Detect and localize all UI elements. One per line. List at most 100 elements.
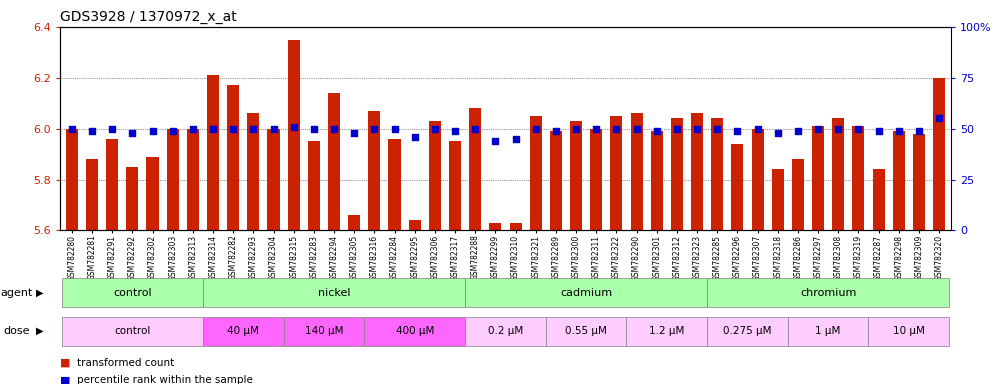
Bar <box>833 119 845 230</box>
Bar <box>711 119 723 230</box>
Point <box>548 127 564 134</box>
Bar <box>510 223 522 230</box>
Point <box>326 126 342 132</box>
Bar <box>207 75 219 230</box>
Bar <box>550 131 562 230</box>
Point <box>790 127 806 134</box>
Point <box>487 138 503 144</box>
Bar <box>626 316 707 346</box>
Bar <box>247 113 259 230</box>
Bar <box>62 278 203 308</box>
Bar <box>853 126 865 230</box>
Bar <box>469 108 481 230</box>
Bar <box>465 278 707 308</box>
Point <box>64 126 80 132</box>
Text: 10 μM: 10 μM <box>892 326 924 336</box>
Bar <box>892 131 904 230</box>
Text: 400 μM: 400 μM <box>395 326 434 336</box>
Point <box>628 126 644 132</box>
Point <box>871 127 886 134</box>
Bar <box>86 159 98 230</box>
Bar <box>203 278 465 308</box>
Point <box>144 127 160 134</box>
Point <box>266 126 282 132</box>
Bar <box>772 169 784 230</box>
Text: dose: dose <box>3 326 30 336</box>
Point <box>689 126 705 132</box>
Point <box>406 134 422 140</box>
Point <box>347 130 363 136</box>
Point <box>245 126 261 132</box>
Bar <box>268 129 280 230</box>
Bar <box>707 316 788 346</box>
Text: 0.2 μM: 0.2 μM <box>488 326 523 336</box>
Bar <box>707 278 949 308</box>
Bar <box>146 157 158 230</box>
Bar <box>288 40 300 230</box>
Point <box>648 127 664 134</box>
Bar <box>107 139 119 230</box>
Bar <box>530 116 542 230</box>
Text: ■: ■ <box>60 358 71 368</box>
Bar <box>284 316 365 346</box>
Bar <box>788 316 869 346</box>
Bar <box>812 126 824 230</box>
Bar <box>187 129 199 230</box>
Bar <box>328 93 340 230</box>
Text: nickel: nickel <box>318 288 351 298</box>
Bar <box>166 129 178 230</box>
Bar <box>203 316 284 346</box>
Bar <box>611 116 622 230</box>
Bar <box>388 139 400 230</box>
Point <box>205 126 221 132</box>
Point <box>367 126 382 132</box>
Bar <box>227 85 239 230</box>
Bar <box>369 111 380 230</box>
Text: agent: agent <box>0 288 33 298</box>
Text: control: control <box>115 326 150 336</box>
Point <box>810 126 826 132</box>
Point <box>427 126 443 132</box>
Bar <box>872 169 884 230</box>
Text: 0.55 μM: 0.55 μM <box>565 326 608 336</box>
Bar <box>650 131 662 230</box>
Bar <box>591 129 603 230</box>
Point <box>568 126 584 132</box>
Bar <box>126 167 138 230</box>
Point <box>306 126 322 132</box>
Bar <box>691 113 703 230</box>
Bar <box>546 316 626 346</box>
Point <box>105 126 121 132</box>
Bar <box>630 113 642 230</box>
Bar <box>671 119 683 230</box>
Text: 1 μM: 1 μM <box>816 326 841 336</box>
Bar <box>449 141 461 230</box>
Text: 40 μM: 40 μM <box>227 326 259 336</box>
Point <box>831 126 847 132</box>
Point <box>890 127 906 134</box>
Bar <box>489 223 501 230</box>
Point <box>286 124 302 130</box>
Point <box>124 130 140 136</box>
Bar <box>308 141 320 230</box>
Bar <box>408 220 420 230</box>
Bar <box>349 215 361 230</box>
Point <box>589 126 605 132</box>
Bar <box>465 316 546 346</box>
Bar <box>570 121 582 230</box>
Bar <box>365 316 465 346</box>
Point <box>386 126 402 132</box>
Bar <box>933 78 945 230</box>
Point <box>84 127 100 134</box>
Point <box>729 127 745 134</box>
Bar <box>792 159 804 230</box>
Point <box>770 130 786 136</box>
Point <box>709 126 725 132</box>
Point <box>164 127 180 134</box>
Bar <box>869 316 949 346</box>
Text: transformed count: transformed count <box>77 358 174 368</box>
Text: ▶: ▶ <box>36 288 44 298</box>
Bar <box>731 144 743 230</box>
Point <box>447 127 463 134</box>
Point <box>669 126 685 132</box>
